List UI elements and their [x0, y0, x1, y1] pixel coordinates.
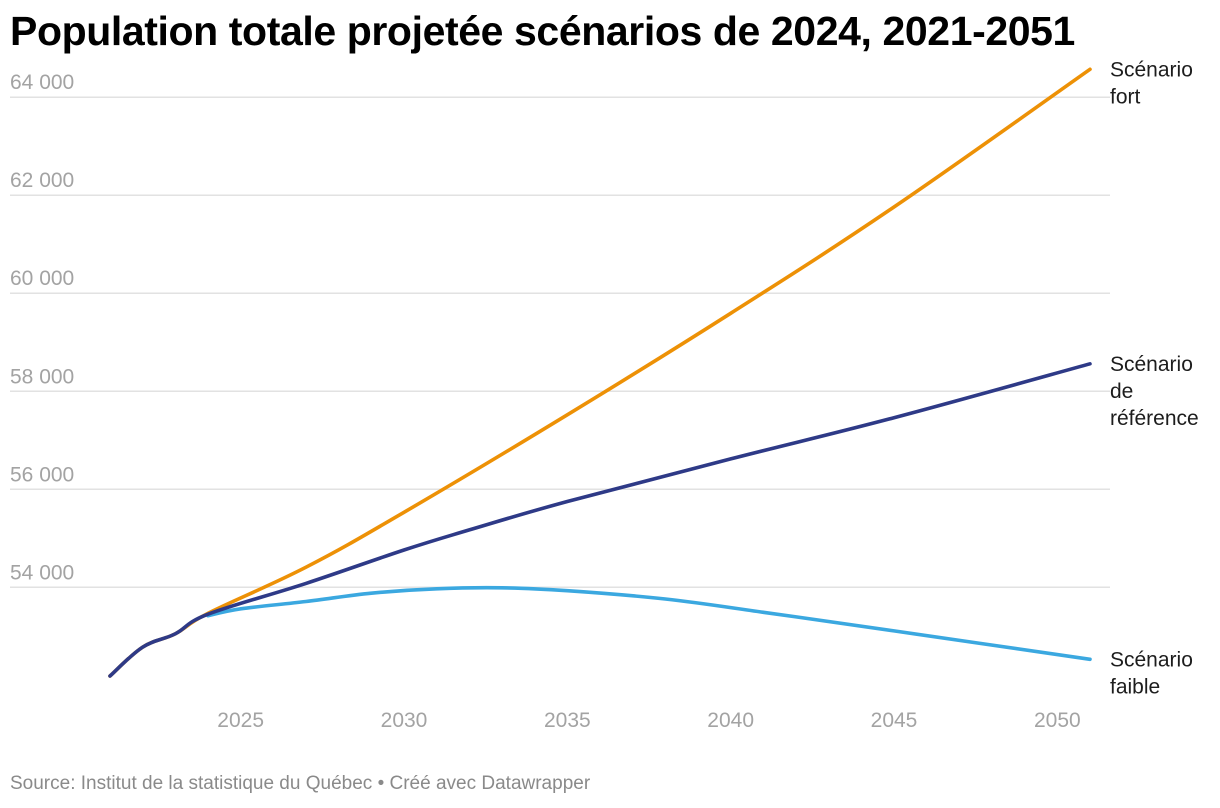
y-axis-ticks: 54 000 56 000 58 000 60 000 62 000 64 000	[10, 71, 74, 584]
x-tick-label: 2025	[217, 709, 264, 732]
y-tick-label: 62 000	[10, 169, 74, 192]
x-tick-label: 2030	[381, 709, 428, 732]
series-label: Scénario faible	[1110, 648, 1193, 698]
series-label: Scénario de référence	[1110, 353, 1199, 430]
series-lines	[108, 67, 1092, 678]
y-tick-label: 58 000	[10, 365, 74, 388]
y-tick-label: 54 000	[10, 561, 74, 584]
chart-title: Population totale projetée scénarios de …	[10, 8, 1075, 54]
x-tick-label: 2035	[544, 709, 591, 732]
gridlines	[10, 96, 1110, 589]
series-line-sc-nario-de-r-f-rence	[108, 362, 1092, 678]
x-tick-label: 2040	[707, 709, 754, 732]
y-tick-label: 60 000	[10, 267, 74, 290]
x-axis-ticks: 2025 2030 2035 2040 2045 2050	[217, 709, 1080, 732]
series-line-sc-nario-faible	[206, 585, 1092, 662]
y-tick-label: 64 000	[10, 71, 74, 94]
x-tick-label: 2045	[871, 709, 918, 732]
source-text: Source: Institut de la statistique du Qu…	[10, 773, 373, 794]
footer-separator: •	[377, 773, 385, 794]
series-labels: Scénario fort Scénario de référence Scénario f…	[1110, 58, 1199, 698]
y-tick-label: 56 000	[10, 463, 74, 486]
chart-footer: Source: Institut de la statistique du Qu…	[10, 773, 590, 795]
series-line-sc-nario-fort	[108, 67, 1092, 678]
x-tick-label: 2050	[1034, 709, 1081, 732]
credit-text: Créé avec Datawrapper	[389, 773, 591, 794]
series-label: Scénario fort	[1110, 58, 1193, 108]
